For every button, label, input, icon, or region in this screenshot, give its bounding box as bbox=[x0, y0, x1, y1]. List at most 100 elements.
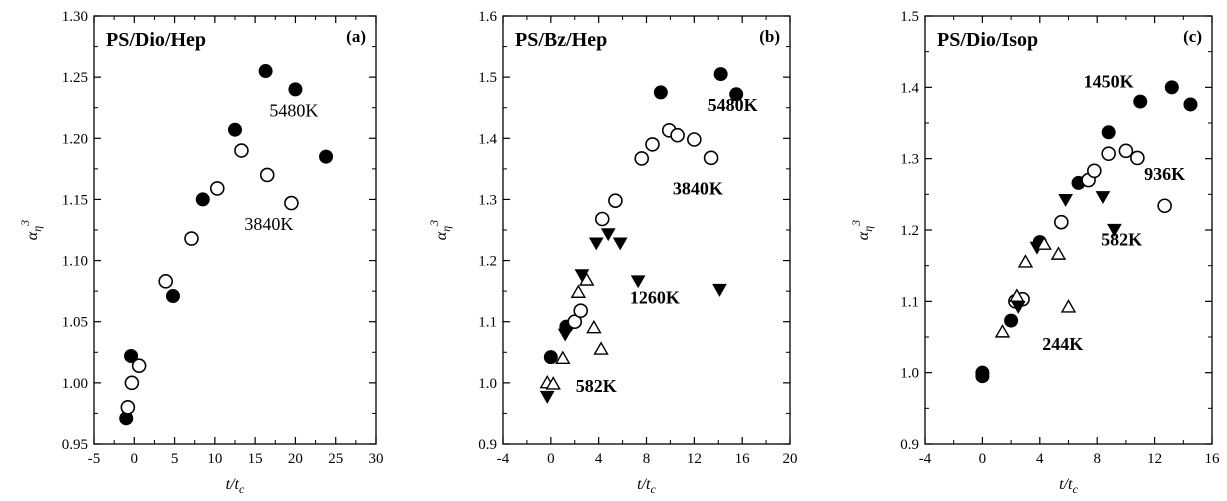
data-point bbox=[1130, 150, 1145, 166]
data-point bbox=[131, 358, 147, 374]
y-tick-label: 1.2 bbox=[900, 223, 919, 239]
data-point bbox=[594, 211, 610, 227]
data-point bbox=[634, 151, 650, 166]
data-point bbox=[557, 328, 573, 342]
data-point bbox=[994, 324, 1011, 338]
y-tick-label: 0.9 bbox=[900, 437, 919, 453]
data-point bbox=[259, 167, 275, 183]
y-tick-label: 1.5 bbox=[900, 9, 919, 25]
y-tick-label: 1.0 bbox=[900, 366, 919, 382]
data-point bbox=[573, 303, 589, 319]
y-tick-label: 1.0 bbox=[478, 376, 497, 392]
data-point bbox=[567, 314, 583, 330]
x-tick-label: 12 bbox=[1147, 451, 1162, 467]
data-point bbox=[1157, 198, 1172, 214]
y-tick-label: 1.10 bbox=[62, 254, 88, 270]
data-point bbox=[195, 192, 210, 207]
panel-label: (a) bbox=[346, 27, 366, 46]
data-point bbox=[645, 137, 660, 152]
x-tick-label: -4 bbox=[497, 451, 510, 467]
data-point bbox=[653, 85, 668, 100]
data-point bbox=[1036, 236, 1052, 250]
x-tick-label: 12 bbox=[687, 451, 702, 467]
x-tick-label: 8 bbox=[643, 451, 651, 467]
y-tick-label: 0.95 bbox=[62, 437, 88, 453]
series-annotation: 936K bbox=[1144, 164, 1185, 184]
data-point bbox=[713, 67, 728, 82]
y-tick-label: 1.5 bbox=[478, 70, 497, 86]
x-tick-label: 0 bbox=[131, 451, 139, 467]
series-annotation: 1450K bbox=[1084, 71, 1134, 91]
y-tick-label: 1.3 bbox=[900, 152, 919, 168]
y-tick-label: 1.00 bbox=[62, 376, 88, 392]
data-point bbox=[630, 275, 646, 289]
x-axis-label: t/tc bbox=[1059, 476, 1078, 496]
data-point bbox=[1164, 80, 1179, 95]
y-tick-label: 1.20 bbox=[62, 131, 88, 147]
data-point bbox=[165, 289, 180, 304]
data-point bbox=[258, 64, 273, 79]
data-point bbox=[1004, 313, 1019, 328]
series-annotation: 3840K bbox=[244, 214, 293, 234]
y-tick-label: 1.15 bbox=[62, 192, 88, 208]
data-point bbox=[1050, 246, 1067, 260]
data-point bbox=[579, 272, 595, 286]
data-point bbox=[120, 400, 136, 415]
data-point bbox=[1095, 191, 1111, 204]
y-tick-label: 1.2 bbox=[478, 254, 497, 270]
data-point bbox=[319, 149, 334, 164]
data-point bbox=[1183, 97, 1198, 112]
y-axis-label: αη3 bbox=[18, 220, 44, 240]
data-point bbox=[545, 376, 561, 390]
y-tick-label: 1.30 bbox=[62, 9, 88, 25]
data-point bbox=[1133, 94, 1148, 109]
x-tick-label: 0 bbox=[979, 451, 987, 467]
data-point bbox=[158, 274, 174, 289]
series-annotation: 5480K bbox=[708, 95, 758, 115]
data-point bbox=[184, 231, 199, 246]
y-tick-label: 1.4 bbox=[900, 80, 919, 96]
data-point bbox=[1101, 125, 1116, 140]
panel-c: -4 0 4 8 12 16 0.9 1.0 1.1 1.2 1.3 1.4 1.5 t/tc αη3 PS/… bbox=[849, 9, 1220, 496]
x-tick-label: 16 bbox=[1205, 451, 1221, 467]
panel-title: PS/Dio/Isop bbox=[937, 29, 1038, 51]
x-tick-label: 16 bbox=[735, 451, 751, 467]
series-1260K bbox=[539, 228, 727, 404]
x-tick-label: 30 bbox=[369, 451, 384, 467]
plot-frame bbox=[924, 15, 1213, 445]
data-point bbox=[586, 319, 602, 334]
data-point bbox=[1107, 223, 1122, 237]
data-point bbox=[670, 127, 685, 143]
x-tick-label: 8 bbox=[1093, 451, 1101, 467]
y-tick-label: 0.9 bbox=[478, 437, 497, 453]
series-annotation: 244K bbox=[1042, 334, 1083, 354]
data-point bbox=[687, 132, 702, 147]
series-3840K bbox=[567, 123, 719, 330]
y-axis-label: αη3 bbox=[427, 220, 453, 240]
series-582K bbox=[539, 272, 609, 390]
y-tick-label: 1.1 bbox=[900, 294, 919, 310]
series-annotation: 3840K bbox=[673, 179, 723, 199]
y-tick-label: 1.3 bbox=[478, 192, 497, 208]
data-point bbox=[1118, 143, 1134, 159]
y-tick-label: 1.1 bbox=[478, 315, 497, 331]
data-point bbox=[539, 390, 555, 404]
data-point bbox=[284, 195, 299, 211]
data-point bbox=[555, 350, 571, 364]
y-tick-label: 1.05 bbox=[62, 315, 88, 331]
series-annotation: 1260K bbox=[630, 287, 680, 307]
x-tick-label: 0 bbox=[547, 451, 555, 467]
series-5480K bbox=[119, 64, 334, 426]
series-3840K bbox=[120, 143, 299, 415]
panel-a: -5 0 5 10 15 20 25 30 0.95 1.00 1.05 1.10 1.15 1.20 1.… bbox=[18, 9, 384, 496]
series-244K bbox=[994, 236, 1077, 338]
panel-label: (b) bbox=[759, 27, 780, 46]
x-tick-label: -4 bbox=[919, 451, 932, 467]
series-annotation: 582K bbox=[1101, 230, 1142, 250]
panel-title: PS/Bz/Hep bbox=[515, 29, 607, 51]
data-point bbox=[1060, 299, 1077, 313]
data-point bbox=[712, 283, 727, 297]
x-tick-label: 25 bbox=[328, 451, 343, 467]
data-point bbox=[209, 181, 225, 196]
panel-label: (c) bbox=[1183, 27, 1202, 46]
